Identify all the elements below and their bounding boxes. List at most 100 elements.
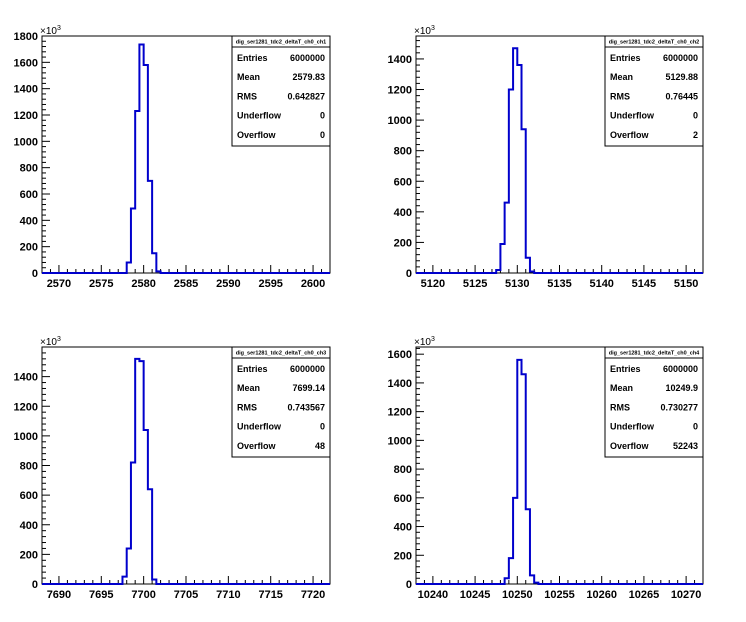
stat-label: RMS [237, 91, 257, 101]
y-tick-label: 1600 [388, 349, 412, 361]
stat-value: 0 [320, 130, 325, 140]
stats-title: dig_ser1281_tdc2_deltaT_ch0_ch1 [236, 40, 327, 46]
y-tick-label: 1000 [14, 136, 38, 148]
y-tick-label: 1200 [14, 401, 38, 413]
y-tick-label: 0 [406, 268, 412, 280]
stat-label: RMS [610, 402, 630, 412]
x-tick-label: 2600 [301, 278, 325, 290]
y-multiplier-label: ×103 [40, 25, 61, 37]
stat-label: Entries [610, 53, 641, 63]
x-tick-label: 10260 [586, 589, 617, 601]
histogram-line [416, 358, 703, 585]
stat-label: Underflow [237, 422, 282, 432]
x-tick-label: 10270 [671, 589, 702, 601]
y-tick-label: 1200 [388, 407, 412, 419]
x-tick-label: 7715 [258, 589, 282, 601]
stat-value: 6000000 [663, 53, 698, 63]
stat-value: 0 [693, 111, 698, 121]
stats-box [231, 35, 331, 147]
y-tick-label: 1000 [388, 115, 412, 127]
y-multiplier-label: ×103 [414, 336, 435, 348]
stat-value: 52243 [673, 441, 698, 451]
stat-value: 0 [693, 422, 698, 432]
stat-label: Mean [610, 72, 633, 82]
stat-label: Overflow [237, 441, 277, 451]
y-tick-label: 1400 [388, 378, 412, 390]
y-tick-label: 0 [406, 579, 412, 591]
x-tick-label: 7710 [216, 589, 240, 601]
stat-value: 10249.9 [665, 383, 698, 393]
x-tick-label: 5130 [505, 278, 529, 290]
x-tick-label: 5140 [589, 278, 613, 290]
y-tick-label: 200 [20, 242, 38, 254]
x-tick-label: 7690 [47, 589, 71, 601]
y-tick-label: 400 [394, 522, 412, 534]
stat-value: 0.743567 [287, 402, 325, 412]
x-tick-label: 5125 [463, 278, 487, 290]
x-tick-label: 7700 [131, 589, 155, 601]
y-tick-label: 1200 [388, 85, 412, 97]
y-tick-label: 1400 [388, 54, 412, 66]
x-tick-label: 10240 [418, 589, 449, 601]
histogram-panel: 10240 10245 10250 10255 10260 10265 10270 0 200 4… [388, 336, 704, 601]
histogram-line [42, 357, 330, 585]
stat-value: 5129.88 [665, 72, 698, 82]
histogram-panel: 7690 7695 7700 7705 7710 7715 7720 0 200 400 600 80… [14, 336, 331, 601]
x-tick-label: 5120 [421, 278, 445, 290]
y-multiplier-exponent: 3 [431, 336, 435, 343]
stat-label: Entries [237, 364, 268, 374]
y-tick-label: 200 [20, 549, 38, 561]
stat-label: Mean [237, 383, 260, 393]
y-tick-label: 1800 [14, 31, 38, 43]
x-tick-label: 10250 [502, 589, 533, 601]
stat-label: Underflow [237, 111, 282, 121]
x-tick-label: 2575 [89, 278, 113, 290]
y-tick-label: 200 [394, 237, 412, 249]
y-tick-label: 400 [20, 215, 38, 227]
stats-box [604, 35, 704, 147]
y-tick-label: 600 [394, 493, 412, 505]
y-multiplier-exponent: 3 [431, 25, 435, 32]
y-tick-label: 800 [394, 464, 412, 476]
y-tick-label: 600 [20, 490, 38, 502]
stats-title: dig_ser1281_tdc2_deltaT_ch0_ch4 [609, 351, 700, 357]
x-tick-label: 10265 [629, 589, 660, 601]
stat-value: 0.642827 [287, 91, 325, 101]
y-tick-label: 1400 [14, 84, 38, 96]
stat-value: 6000000 [290, 364, 325, 374]
y-tick-label: 1200 [14, 110, 38, 122]
y-tick-label: 800 [20, 461, 38, 473]
stat-label: Overflow [610, 441, 650, 451]
y-tick-label: 200 [394, 550, 412, 562]
x-tick-label: 2580 [131, 278, 155, 290]
x-tick-label: 2585 [174, 278, 198, 290]
stat-value: 2 [693, 130, 698, 140]
y-tick-label: 400 [394, 207, 412, 219]
stat-label: Underflow [610, 111, 655, 121]
stat-label: Mean [610, 383, 633, 393]
stats-title: dig_ser1281_tdc2_deltaT_ch0_ch2 [609, 40, 700, 46]
x-tick-label: 7705 [174, 589, 198, 601]
y-tick-label: 0 [32, 579, 38, 591]
stat-label: Entries [610, 364, 641, 374]
histogram-panel: 2570 2575 2580 2585 2590 2595 2600 0 200 400 600 80… [14, 25, 331, 290]
y-tick-label: 1000 [388, 435, 412, 447]
stats-box [231, 346, 331, 458]
stat-value: 0 [320, 422, 325, 432]
histogram-line [42, 43, 330, 274]
histogram-panel: 5120 5125 5130 5135 5140 5145 5150 0 200 400 600 80… [388, 25, 704, 290]
histogram-line [416, 47, 703, 274]
x-tick-label: 10245 [460, 589, 491, 601]
y-multiplier-exponent: 3 [57, 25, 61, 32]
y-multiplier-base: ×10 [414, 337, 431, 348]
stat-label: RMS [237, 402, 257, 412]
stat-value: 6000000 [663, 364, 698, 374]
y-tick-label: 1400 [14, 372, 38, 384]
y-multiplier-label: ×103 [414, 25, 435, 37]
stat-value: 7699.14 [292, 383, 325, 393]
x-tick-label: 2595 [258, 278, 282, 290]
stat-label: Mean [237, 72, 260, 82]
y-tick-label: 600 [394, 176, 412, 188]
